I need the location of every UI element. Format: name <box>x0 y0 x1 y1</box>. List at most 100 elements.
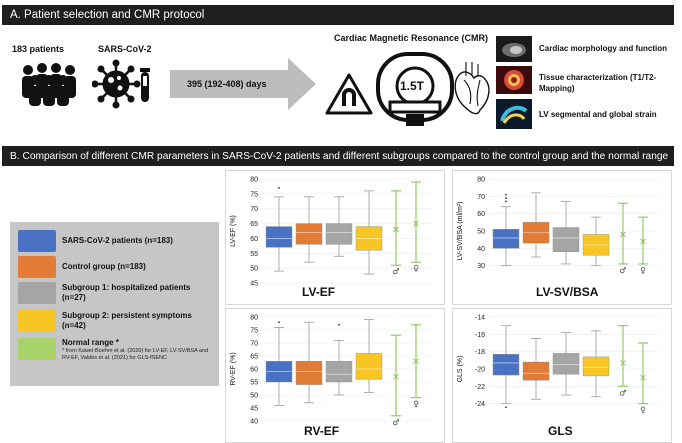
y-tick-label: -20 <box>475 367 485 374</box>
patients-count-label: 183 patients <box>12 44 65 54</box>
y-tick-label: 65 <box>250 221 258 228</box>
rv-ef-chart-title: RV-EF <box>304 424 340 438</box>
box-subgroup1 <box>325 361 353 383</box>
female-symbol: ♀ <box>640 406 646 415</box>
lv-ef-chart-title: LV-EF <box>302 285 336 299</box>
y-tick-label: -14 <box>475 315 485 322</box>
y-tick-label: 70 <box>477 194 485 201</box>
legend-label-normal: Normal range * <box>62 338 119 347</box>
lv-sv-bsa-chart-title: LV-SV/BSA <box>536 285 599 299</box>
y-tick-label: -18 <box>475 349 485 356</box>
magnet-warning-icon <box>325 73 373 115</box>
box-covid <box>492 229 520 249</box>
legend-footnote: * from Kawel-Boehm et al. (2020) for LV-… <box>62 348 209 361</box>
y-tick-label: 60 <box>250 367 258 374</box>
outlier-covid <box>278 321 280 324</box>
outlier-subgroup1 <box>338 323 340 326</box>
box-covid <box>265 226 293 248</box>
legend-swatch-control <box>18 256 56 278</box>
y-axis-label: LV-EF (%) <box>230 215 237 247</box>
legend-normal-text: Normal range * * from Kawel-Boehm et al.… <box>62 338 212 362</box>
y-tick-label: 50 <box>477 229 485 236</box>
y-tick-label: 60 <box>477 211 485 218</box>
legend-label-subgroup1: Subgroup 1: hospitalized patients (n=27) <box>62 283 191 302</box>
legend-swatch-normal <box>18 338 56 360</box>
box-subgroup2 <box>355 353 383 380</box>
legend-item-normal: Normal range * * from Kawel-Boehm et al.… <box>18 338 212 362</box>
normal-mean-female <box>413 220 419 227</box>
y-tick-label: -16 <box>475 332 485 339</box>
y-tick-label: 45 <box>250 281 258 288</box>
y-axis-label: RV-EF (%) <box>230 352 237 385</box>
box-control <box>522 361 550 381</box>
y-tick-label: 50 <box>250 393 258 400</box>
rv-ef-chart: RV-EF (%) 40 45 50 55 60 65 70 75 80 ♂ ♀ <box>230 315 432 427</box>
cmr-title: Cardiac Magnetic Resonance (CMR) <box>334 33 489 43</box>
chart-card-gls <box>452 308 672 443</box>
legend-item-subgroup1: Subgroup 1: hospitalized patients (n=27) <box>18 282 212 304</box>
normal-mean-male <box>620 360 626 366</box>
legend-swatch-subgroup2 <box>18 310 56 332</box>
outlier-covid <box>505 197 507 199</box>
legend-label-subgroup2: Subgroup 2: persistent symptoms (n=42) <box>62 311 192 330</box>
y-tick-label: 45 <box>250 406 258 413</box>
scanner-field-strength: 1.5T <box>400 79 425 93</box>
male-symbol: ♂ <box>619 266 626 275</box>
normal-mean-male <box>393 226 399 233</box>
follow-up-arrow <box>170 58 316 110</box>
follow-up-duration: 395 (192-408) days <box>187 79 267 89</box>
tissue-mapping-thumbnail <box>496 66 532 94</box>
outlier-covid <box>278 187 280 189</box>
y-tick-label: 80 <box>250 315 258 322</box>
panel-a-heading: A. Patient selection and CMR protocol <box>2 5 674 25</box>
legend-label-control: Control group (n=183) <box>62 262 146 271</box>
y-tick-label: 65 <box>250 354 258 361</box>
y-tick-label: 40 <box>250 419 258 426</box>
normal-mean-female <box>413 358 419 365</box>
box-subgroup1 <box>552 227 580 252</box>
strain-thumbnail <box>496 99 532 129</box>
box-subgroup1 <box>552 353 580 375</box>
box-control <box>295 361 323 385</box>
y-tick-label: 30 <box>477 263 485 270</box>
normal-mean-female <box>640 238 646 245</box>
female-symbol: ♀ <box>413 264 419 273</box>
virus-label: SARS-CoV-2 <box>98 44 152 54</box>
y-tick-label: 70 <box>250 341 258 348</box>
legend-swatch-subgroup1 <box>18 282 56 304</box>
female-symbol: ♀ <box>413 400 419 409</box>
y-tick-label: 55 <box>250 251 258 258</box>
gls-chart-title: GLS <box>548 424 573 438</box>
female-symbol: ♀ <box>640 266 646 275</box>
y-tick-label: 70 <box>250 206 258 213</box>
normal-mean-male <box>393 373 399 380</box>
outlier-covid <box>505 193 507 196</box>
y-axis-label: LV-SV/BSA (ml/m²) <box>457 202 464 261</box>
lv-ef-chart: LV-EF (%) 45 50 55 60 65 70 75 80 ♂ ♀ <box>230 177 432 288</box>
y-tick-label: 75 <box>250 191 258 198</box>
y-tick-label: -24 <box>475 401 485 408</box>
protocol-item-strain: LV segmental and global strain <box>539 110 657 119</box>
cardiac-cine-thumbnail <box>496 36 532 62</box>
normal-mean-male <box>620 231 626 238</box>
y-tick-label: -22 <box>475 384 485 391</box>
lv-sv-bsa-chart: LV-SV/BSA (ml/m²) 30 40 50 60 70 80 ♂ ♀ <box>457 177 659 275</box>
panel-b-heading-text: B. Comparison of different CMR parameter… <box>10 150 669 162</box>
male-symbol: ♂ <box>392 418 399 427</box>
y-tick-label: 55 <box>250 380 258 387</box>
protocol-item-morphology: Cardiac morphology and function <box>539 44 668 53</box>
y-tick-label: 80 <box>477 177 485 184</box>
legend-label-covid: SARS-CoV-2 patients (n=183) <box>62 236 173 245</box>
legend-item-subgroup2: Subgroup 2: persistent symptoms (n=42) <box>18 310 212 332</box>
y-tick-label: 60 <box>250 236 258 243</box>
y-tick-label: 40 <box>477 246 485 253</box>
y-tick-label: 50 <box>250 266 258 273</box>
protocol-item-tissue: Tissue characterization (T1/T2- Mapping) <box>539 73 657 93</box>
y-tick-label: 80 <box>250 177 258 184</box>
y-tick-label: 75 <box>250 328 258 335</box>
mri-scanner-icon <box>376 52 454 126</box>
legend-item-covid: SARS-CoV-2 patients (n=183) <box>18 230 173 252</box>
male-symbol: ♂ <box>619 388 626 397</box>
y-axis-label: GLS (%) <box>457 356 464 383</box>
patients-group-icon <box>22 63 76 106</box>
